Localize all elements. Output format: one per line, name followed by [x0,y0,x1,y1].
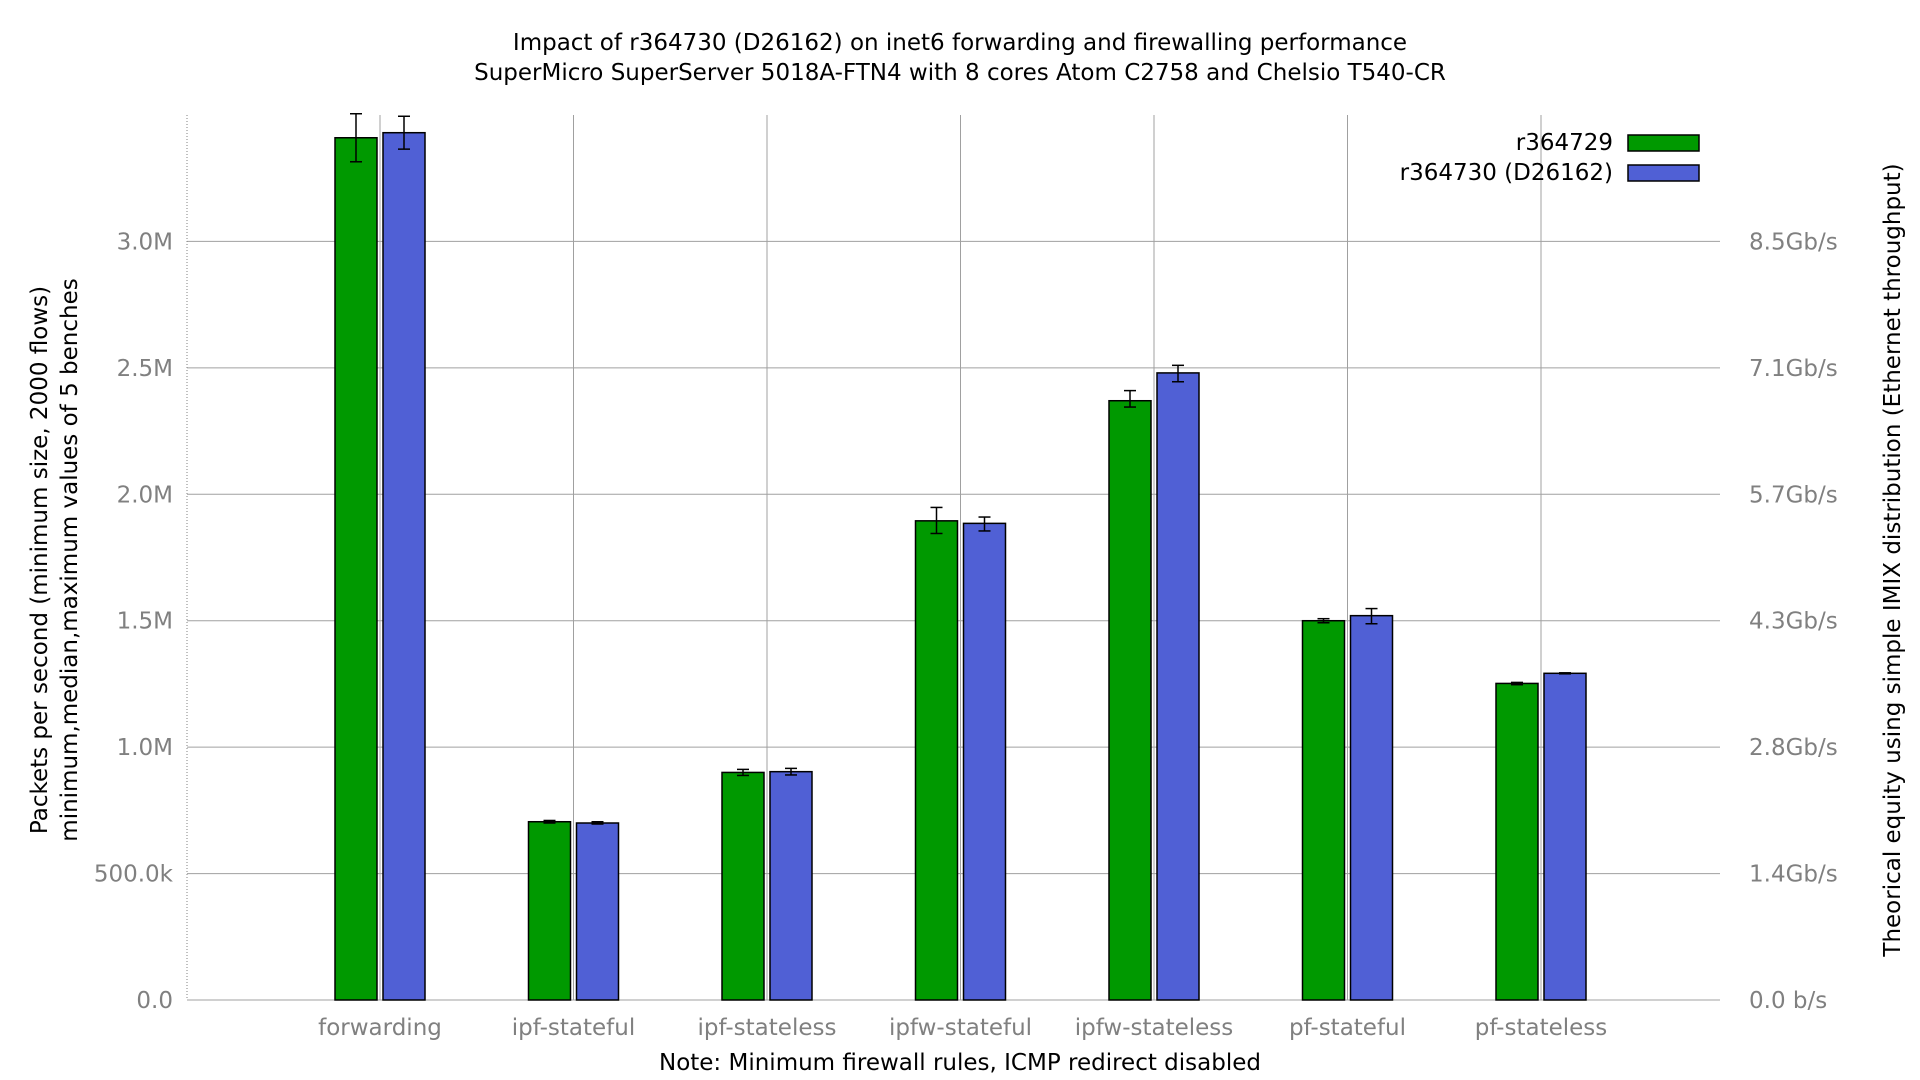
legend: r364729 r364730 (D26162) [1400,130,1700,186]
bar-ipfw-stateless-series-0 [1108,399,1152,1001]
y2-tick-label: 7.1Gb/s [1749,356,1838,382]
x-tick-label-ipfw-stateless: ipfw-stateless [1075,1015,1234,1041]
y-tick-label: 3.0M [117,229,173,255]
bar-pf-stateless-series-1 [1543,672,1587,1001]
bar-ipf-stateful-series-0 [527,820,572,1001]
x-axis-label: Note: Minimum firewall rules, ICMP redir… [659,1050,1261,1076]
legend-label-r364730: r364730 (D26162) [1400,160,1613,186]
chart-title: Impact of r364730 (D26162) on inet6 forw… [513,30,1407,56]
bar-ipf-stateful-series-1 [575,822,620,1001]
chart-subtitle: SuperMicro SuperServer 5018A-FTN4 with 8… [474,60,1446,86]
legend-swatch-r364730 [1627,164,1700,182]
y2-tick-label: 8.5Gb/s [1749,229,1838,255]
y-axis-label-line1: Packets per second (minimum size, 2000 f… [27,286,53,834]
y-axis-ticks: 0.0 500.0k 1.0M 1.5M 2.0M 2.5M 3.0M [94,229,174,1014]
y2-tick-label: 2.8Gb/s [1749,735,1838,761]
y2-tick-label: 4.3Gb/s [1749,609,1838,635]
y-tick-label: 2.5M [117,356,173,382]
bar-ipfw-stateless-series-1 [1156,372,1200,1001]
x-tick-label-pf-stateless: pf-stateless [1475,1015,1608,1041]
y-tick-label: 0.0 [136,988,173,1014]
bar-forwarding-series-0 [334,137,378,1001]
y2-tick-label: 1.4Gb/s [1749,862,1838,888]
x-axis-ticks: forwarding ipf-stateful ipf-stateless ipfw-… [318,1015,1607,1041]
x-tick-label-pf-stateful: pf-stateful [1289,1015,1406,1041]
y2-axis-label: Theorical equity using simple IMIX distr… [1880,163,1906,957]
bar-forwarding-series-1 [382,131,426,1001]
bar-ipf-stateless-series-1 [769,770,813,1001]
y-tick-label: 2.0M [117,482,173,508]
x-tick-label-ipf-stateless: ipf-stateless [698,1015,837,1041]
x-tick-label-ipfw-stateful: ipfw-stateful [889,1015,1032,1041]
y2-tick-label: 5.7Gb/s [1749,482,1838,508]
x-tick-label-ipf-stateful: ipf-stateful [512,1015,635,1041]
y2-tick-label: 0.0 b/s [1749,988,1827,1014]
y-tick-label: 1.0M [117,735,173,761]
grid-lines [187,115,1720,1001]
bar-pf-stateless-series-0 [1495,682,1539,1001]
y-tick-label: 500.0k [94,862,174,888]
bar-pf-stateful-series-0 [1301,619,1346,1001]
y-axis-label-line2: minimum,median,maximum values of 5 bench… [57,278,83,841]
y2-axis-ticks: 0.0 b/s 1.4Gb/s 2.8Gb/s 4.3Gb/s 5.7Gb/s 7.1Gb… [1749,229,1838,1014]
bar-ipf-stateless-series-0 [721,771,765,1001]
y-tick-label: 1.5M [117,609,173,635]
x-tick-label-forwarding: forwarding [318,1015,442,1041]
bar-ipfw-stateful-series-0 [914,520,959,1001]
bars [334,131,1587,1001]
bar-pf-stateful-series-1 [1349,614,1394,1001]
legend-label-r364729: r364729 [1516,130,1613,156]
legend-swatch-r364729 [1627,134,1700,152]
bar-ipfw-stateful-series-1 [962,522,1007,1001]
error-bars [350,112,1571,825]
